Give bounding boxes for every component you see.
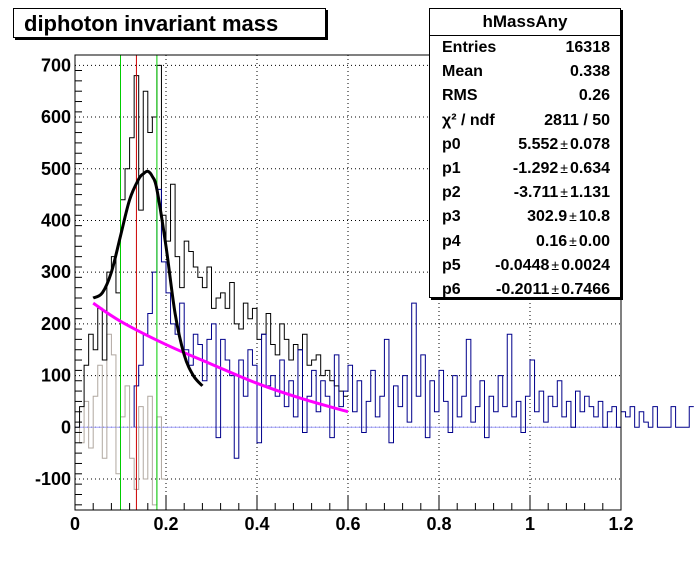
stats-key: χ² / ndf bbox=[442, 111, 495, 129]
chart-title: diphoton invariant mass bbox=[13, 8, 326, 38]
stats-value-main: 302.9 bbox=[527, 208, 568, 226]
stats-value-error: 10.8 bbox=[578, 208, 610, 226]
stats-value-error: 0.634 bbox=[569, 160, 610, 178]
stats-row: Mean 0.338 bbox=[430, 60, 620, 84]
stats-row: p1 -1.292 ±0.634 bbox=[430, 157, 620, 181]
y-tick-label: 0 bbox=[61, 417, 71, 437]
stats-value-main: -3.711 bbox=[513, 184, 559, 202]
stats-value-error: 0.7466 bbox=[561, 280, 610, 298]
y-tick-label: 700 bbox=[41, 55, 71, 75]
stats-value: 0.338 bbox=[569, 63, 610, 81]
stats-value-error: 0.00 bbox=[578, 232, 610, 250]
stats-value: 0.26 bbox=[578, 87, 610, 105]
stats-value-main: 0.16 bbox=[536, 232, 568, 250]
plus-minus-sign: ± bbox=[569, 208, 577, 225]
stats-title: hMassAny bbox=[430, 9, 620, 36]
stats-row: p4 0.16 ±0.00 bbox=[430, 230, 620, 254]
stats-value: -3.711 ±1.131 bbox=[514, 184, 610, 202]
stats-value: 0.16 ±0.00 bbox=[536, 233, 610, 251]
stats-value-main: -0.0448 bbox=[495, 256, 550, 274]
stats-key: Entries bbox=[442, 39, 497, 57]
x-tick-label: 0.2 bbox=[153, 514, 178, 534]
stats-rows: Entries 16318 Mean 0.338 RMS 0.26 χ² / ndf 2811… bbox=[430, 36, 620, 302]
stats-value-error: 1.131 bbox=[569, 184, 610, 202]
stats-key: p4 bbox=[442, 232, 461, 250]
low-mass-histogram bbox=[79, 333, 166, 506]
plus-minus-sign: ± bbox=[560, 160, 568, 177]
total-fit-curve bbox=[92, 169, 204, 387]
stats-key: p6 bbox=[442, 280, 461, 298]
y-tick-label: 100 bbox=[41, 366, 71, 386]
stats-row: p0 5.552 ±0.078 bbox=[430, 133, 620, 157]
plus-minus-sign: ± bbox=[551, 256, 560, 273]
stats-box: hMassAny Entries 16318 Mean 0.338 RMS 0.26 χ² … bbox=[429, 8, 621, 298]
stats-value: -1.292 ±0.634 bbox=[513, 160, 610, 178]
x-tick-label: 0.8 bbox=[426, 514, 451, 534]
stats-key: p2 bbox=[442, 184, 461, 202]
stats-value: 16318 bbox=[565, 39, 611, 57]
stats-row: p5 -0.0448 ±0.0024 bbox=[430, 254, 620, 278]
stats-value: 2811 / 50 bbox=[544, 111, 610, 129]
background-fit-curve bbox=[92, 301, 349, 414]
stats-row: χ² / ndf 2811 / 50 bbox=[430, 109, 620, 133]
y-tick-label: 400 bbox=[41, 210, 71, 230]
y-tick-label: 600 bbox=[41, 107, 71, 127]
stats-value-error: 0.0024 bbox=[561, 256, 610, 274]
stats-row: RMS 0.26 bbox=[430, 84, 620, 108]
y-tick-label: 300 bbox=[41, 262, 71, 282]
stats-value-main: 5.552 bbox=[518, 135, 559, 153]
stats-row: p6 -0.2011 ±0.7466 bbox=[430, 278, 620, 302]
x-tick-label: 0.4 bbox=[244, 514, 269, 534]
stats-value-main: -1.292 bbox=[512, 160, 559, 178]
signal-histogram bbox=[133, 188, 694, 459]
stats-value-error: 0.078 bbox=[569, 135, 610, 153]
plus-minus-sign: ± bbox=[560, 184, 568, 201]
stats-row: Entries 16318 bbox=[430, 36, 620, 60]
stats-key: Mean bbox=[442, 63, 483, 81]
plus-minus-sign: ± bbox=[551, 280, 560, 297]
plus-minus-sign: ± bbox=[560, 135, 568, 152]
stats-value-main: -0.2011 bbox=[495, 280, 550, 298]
stats-key: p0 bbox=[442, 135, 461, 153]
stats-key: p1 bbox=[442, 160, 461, 178]
stats-key: p3 bbox=[442, 208, 461, 226]
stats-value: 302.9 ±10.8 bbox=[527, 208, 610, 226]
y-tick-label: -100 bbox=[35, 469, 71, 489]
stats-key: RMS bbox=[442, 87, 478, 105]
plus-minus-sign: ± bbox=[569, 232, 577, 249]
stats-row: p3 302.9 ±10.8 bbox=[430, 205, 620, 229]
stats-value: 5.552 ±0.078 bbox=[518, 136, 610, 154]
stats-value: -0.2011 ±0.7466 bbox=[496, 281, 610, 299]
x-tick-label: 0 bbox=[70, 514, 80, 534]
stats-key: p5 bbox=[442, 256, 461, 274]
x-tick-label: 1.2 bbox=[608, 514, 633, 534]
y-tick-label: 500 bbox=[41, 159, 71, 179]
x-tick-label: 0.6 bbox=[335, 514, 360, 534]
stats-value: -0.0448 ±0.0024 bbox=[495, 257, 610, 275]
x-tick-label: 1 bbox=[525, 514, 535, 534]
stats-row: p2 -3.711 ±1.131 bbox=[430, 181, 620, 205]
y-tick-label: 200 bbox=[41, 314, 71, 334]
